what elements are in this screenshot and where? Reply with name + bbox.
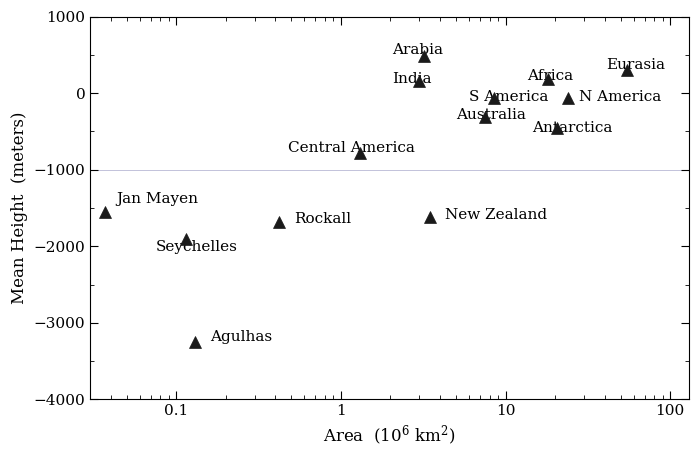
Text: Agulhas: Agulhas xyxy=(210,330,272,343)
Text: Seychelles: Seychelles xyxy=(156,240,238,254)
Text: New Zealand: New Zealand xyxy=(445,208,547,222)
Text: Australia: Australia xyxy=(456,108,526,122)
Text: Africa: Africa xyxy=(527,68,573,83)
Text: Arabia: Arabia xyxy=(392,43,443,57)
Text: Jan Mayen: Jan Mayen xyxy=(116,192,198,206)
Text: Eurasia: Eurasia xyxy=(606,58,666,72)
Text: Central America: Central America xyxy=(288,141,415,155)
Text: N America: N America xyxy=(579,90,662,104)
Text: S America: S America xyxy=(469,90,548,104)
Text: India: India xyxy=(392,73,432,86)
Text: Rockall: Rockall xyxy=(294,213,351,226)
X-axis label: Area  (10$^6$ km$^2$): Area (10$^6$ km$^2$) xyxy=(323,424,456,448)
Y-axis label: Mean Height  (meters): Mean Height (meters) xyxy=(11,112,28,304)
Text: Antarctica: Antarctica xyxy=(532,121,612,134)
